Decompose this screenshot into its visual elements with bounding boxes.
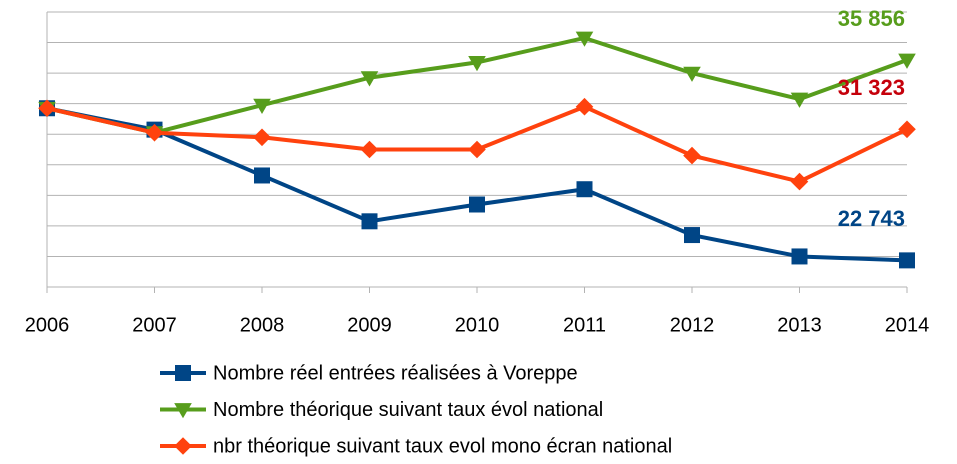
series-line: [46, 106, 908, 263]
data-point: [791, 248, 808, 265]
data-point: [360, 71, 379, 87]
data-point: [683, 66, 701, 82]
data-point: [898, 120, 916, 139]
data-point: [360, 140, 379, 159]
data-point: [575, 31, 594, 47]
legend-label: Nombre réel entrées réalisées à Voreppe: [213, 362, 578, 384]
x-tick-label: 2014: [885, 314, 930, 336]
data-point: [253, 98, 271, 114]
legend-marker: [175, 365, 191, 381]
data-point: [576, 181, 593, 198]
x-tick-label: 2011: [563, 314, 606, 336]
legend-label: nbr théorique suivant taux evol mono écr…: [213, 435, 672, 457]
data-point: [469, 196, 485, 213]
data-label: 31 323: [838, 75, 905, 100]
x-tick-label: 2007: [132, 314, 177, 336]
x-tick-label: 2009: [347, 314, 392, 336]
data-point: [790, 172, 809, 191]
data-point: [898, 53, 916, 69]
data-point: [575, 97, 594, 116]
data-point: [253, 128, 271, 147]
legend-marker: [174, 437, 192, 455]
data-point: [254, 167, 270, 184]
x-tick-label: 2006: [25, 314, 70, 336]
data-point: [468, 140, 486, 159]
x-tick-label: 2012: [670, 314, 715, 336]
x-tick-label: 2010: [455, 314, 500, 336]
data-point: [790, 92, 809, 108]
legend-marker: [174, 403, 192, 419]
data-point: [145, 123, 164, 142]
data-label: 22 743: [838, 206, 905, 231]
data-point: [468, 56, 486, 72]
legend-label: Nombre théorique suivant taux évol natio…: [213, 399, 603, 421]
data-point: [361, 213, 378, 230]
data-point: [899, 252, 915, 269]
data-label: 35 856: [838, 6, 905, 31]
x-tick-label: 2008: [240, 314, 285, 336]
data-point: [683, 146, 701, 165]
x-tick-label: 2013: [777, 314, 822, 336]
series-line: [46, 35, 908, 135]
data-point: [684, 227, 700, 244]
data-point: [38, 99, 56, 118]
